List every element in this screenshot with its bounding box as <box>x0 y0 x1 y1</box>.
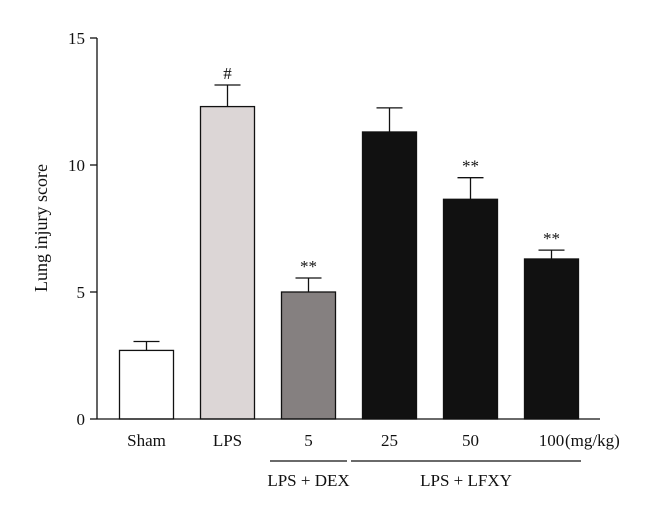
y-tick-label: 0 <box>77 410 86 429</box>
significance-marker: ** <box>462 157 479 176</box>
bar <box>118 349 175 420</box>
x-category-label: Sham <box>127 431 166 450</box>
group-label: LPS + LFXY <box>420 471 512 490</box>
bar <box>361 131 418 420</box>
y-axis-title: Lung injury score <box>31 164 51 292</box>
significance-layer: # ** ** ** <box>223 64 560 276</box>
bar <box>442 198 499 420</box>
category-labels: Sham LPS 5 25 50 100 <box>127 431 564 450</box>
bar <box>199 105 256 420</box>
x-category-label: 5 <box>304 431 313 450</box>
y-tick-label: 5 <box>77 283 86 302</box>
group-brackets: LPS + DEX LPS + LFXY <box>267 460 581 490</box>
bar <box>523 258 580 420</box>
y-tick-label: 10 <box>68 156 85 175</box>
significance-marker: ** <box>300 257 317 276</box>
x-category-label: 25 <box>381 431 398 450</box>
bars-layer <box>118 105 580 420</box>
x-category-label: LPS <box>213 431 242 450</box>
bar <box>280 291 337 420</box>
significance-marker: ** <box>543 229 560 248</box>
y-tick-label: 15 <box>68 29 85 48</box>
group-label: LPS + DEX <box>267 471 349 490</box>
y-axis: 0 5 10 15 <box>68 29 98 429</box>
x-category-label: 100 <box>539 431 565 450</box>
significance-marker: # <box>223 64 232 83</box>
error-bars-layer <box>133 84 565 351</box>
x-category-label: 50 <box>462 431 479 450</box>
unit-label: (mg/kg) <box>565 431 620 450</box>
